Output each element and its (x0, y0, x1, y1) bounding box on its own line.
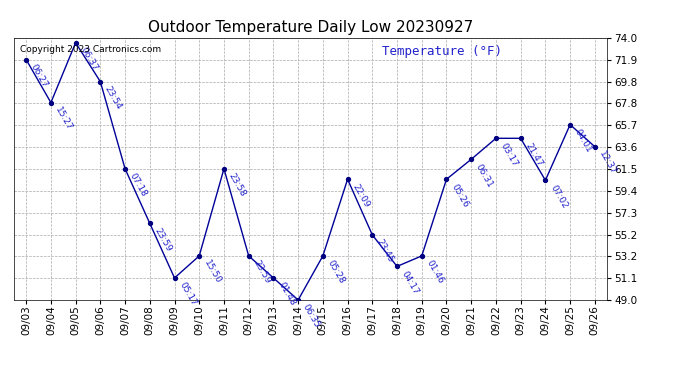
Point (144, 220, 155, 226)
Point (169, 275, 180, 281)
Point (317, 253, 328, 259)
Text: 05:17: 05:17 (177, 281, 198, 308)
Point (243, 253, 254, 259)
Text: 06:27: 06:27 (29, 62, 50, 89)
Point (441, 176, 452, 182)
Text: 05:26: 05:26 (449, 182, 470, 209)
Point (46, 100, 57, 106)
Point (367, 232, 378, 238)
Text: 01:48: 01:48 (276, 281, 297, 308)
Text: 06:31: 06:31 (474, 162, 495, 189)
Point (515, 135, 526, 141)
Text: 06:35: 06:35 (301, 303, 322, 330)
Point (293, 297, 304, 303)
Point (95, 79, 106, 85)
Text: 04:17: 04:17 (400, 269, 420, 296)
Text: Copyright 2023 Cartronics.com: Copyright 2023 Cartronics.com (20, 45, 161, 54)
Point (589, 144, 600, 150)
Title: Outdoor Temperature Daily Low 20230927: Outdoor Temperature Daily Low 20230927 (148, 20, 473, 35)
Text: 22:09: 22:09 (351, 182, 371, 209)
Text: 15:27: 15:27 (54, 105, 75, 132)
Text: 03:17: 03:17 (499, 141, 520, 168)
Text: 05:28: 05:28 (326, 259, 346, 285)
Text: 23:58: 23:58 (227, 171, 248, 198)
Point (391, 263, 402, 269)
Text: 23:54: 23:54 (103, 84, 124, 111)
Point (268, 275, 279, 281)
Text: 06:37: 06:37 (79, 45, 99, 72)
Point (540, 177, 551, 183)
Text: 01:46: 01:46 (424, 259, 445, 285)
Text: 07:18: 07:18 (128, 171, 148, 198)
Text: 07:02: 07:02 (548, 183, 569, 210)
Text: 23:59: 23:59 (152, 226, 173, 253)
Text: 15:50: 15:50 (202, 259, 223, 286)
Text: Temperature (°F): Temperature (°F) (382, 45, 502, 58)
Point (466, 156, 477, 162)
Text: 23:59: 23:59 (251, 259, 272, 285)
Point (491, 135, 502, 141)
Point (21, 57, 32, 63)
Point (342, 176, 353, 182)
Text: 04:01: 04:01 (573, 128, 593, 154)
Point (194, 253, 205, 259)
Text: 12:37: 12:37 (598, 150, 618, 176)
Text: 21:47: 21:47 (524, 141, 544, 168)
Point (219, 166, 230, 172)
Point (70, 40, 81, 46)
Point (416, 253, 427, 259)
Text: 23:45: 23:45 (375, 238, 395, 264)
Point (119, 166, 130, 172)
Point (564, 122, 575, 128)
